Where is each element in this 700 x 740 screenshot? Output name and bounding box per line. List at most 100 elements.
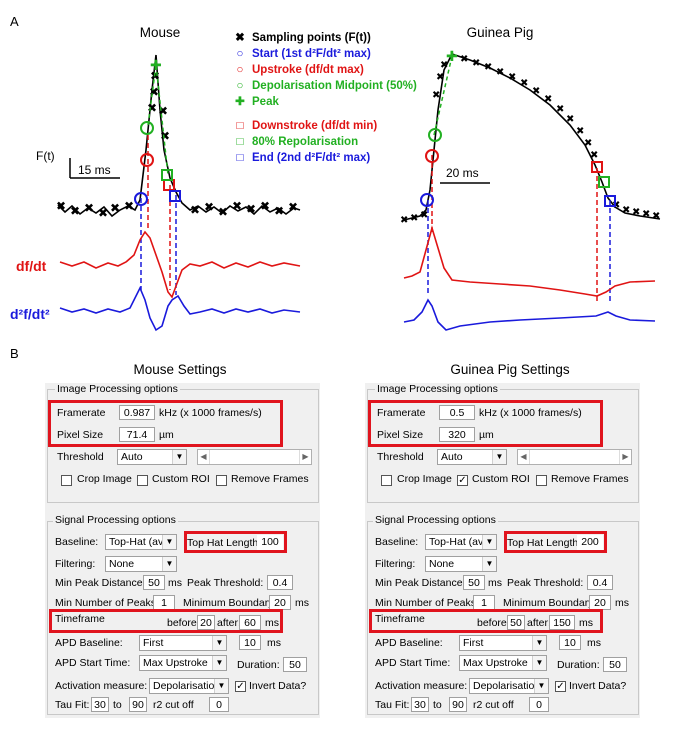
r2-cutoff-input[interactable]: 0 <box>209 697 229 712</box>
svg-text:✖: ✖ <box>420 210 428 221</box>
custom-roi-checkbox[interactable]: ✓ <box>457 475 468 486</box>
activation-measure-dropdown[interactable]: Depolarisatio... ▼ <box>149 678 229 694</box>
top-hat-input[interactable]: 100 <box>257 535 283 550</box>
threshold-slider[interactable]: ◀ ▶ <box>517 449 632 465</box>
svg-text:✖: ✖ <box>110 201 120 215</box>
chevron-down-icon: ▼ <box>534 679 548 693</box>
min-peak-distance-input[interactable]: 50 <box>143 575 165 590</box>
svg-text:✖: ✖ <box>436 72 444 83</box>
chevron-down-icon: ▼ <box>492 450 506 464</box>
apd-baseline-input[interactable]: 10 <box>559 635 581 650</box>
threshold-dropdown[interactable]: Auto ▼ <box>117 449 187 465</box>
legend-item-peak: ✚ Peak <box>235 96 279 108</box>
after-label: after: <box>217 617 241 629</box>
pixel-size-input[interactable]: 71.4 <box>119 427 155 442</box>
svg-text:✖: ✖ <box>622 205 630 216</box>
svg-text:✖: ✖ <box>584 138 592 149</box>
before-input[interactable]: 20 <box>197 615 215 630</box>
svg-text:✖: ✖ <box>400 215 408 226</box>
slider-left-icon[interactable]: ◀ <box>198 450 210 464</box>
mouse-image-group-title: Image Processing options <box>55 383 180 395</box>
gp-signal-group <box>367 521 639 715</box>
slider-right-icon[interactable]: ▶ <box>619 450 631 464</box>
top-hat-input[interactable]: 200 <box>577 535 603 550</box>
apd-start-time-dropdown[interactable]: Max Upstroke ▼ <box>139 655 227 671</box>
activation-measure-value: Depolarisatio... <box>153 680 224 692</box>
apd-start-time-dropdown[interactable]: Max Upstroke ▼ <box>459 655 547 671</box>
after-input[interactable]: 150 <box>549 615 575 630</box>
min-number-peaks-input[interactable]: 1 <box>473 595 495 610</box>
minimum-boundary-input[interactable]: 20 <box>269 595 291 610</box>
mouse-image-highlight <box>48 400 283 447</box>
before-input[interactable]: 50 <box>507 615 525 630</box>
threshold-slider[interactable]: ◀ ▶ <box>197 449 312 465</box>
framerate-unit: kHz (x 1000 frames/s) <box>159 407 262 419</box>
svg-text:✚: ✚ <box>150 58 162 74</box>
slider-right-icon[interactable]: ▶ <box>299 450 311 464</box>
mouse-settings-panel: Image Processing options Framerate 0.987… <box>45 383 320 718</box>
svg-text:✖: ✖ <box>56 199 66 213</box>
r2-cutoff-label: r2 cut off <box>473 699 514 711</box>
custom-roi-checkbox[interactable] <box>137 475 148 486</box>
svg-text:✖: ✖ <box>496 67 504 78</box>
tau-fit-from-input[interactable]: 30 <box>91 697 109 712</box>
duration-input[interactable]: 50 <box>603 657 627 672</box>
svg-text:✖: ✖ <box>432 90 440 101</box>
filtering-dropdown[interactable]: None ▼ <box>105 556 177 572</box>
tau-fit-to-input[interactable]: 90 <box>449 697 467 712</box>
svg-text:✖: ✖ <box>544 94 552 105</box>
baseline-dropdown[interactable]: Top-Hat (av... ▼ <box>425 534 497 550</box>
mouse-ft-trace <box>57 54 301 218</box>
pixel-size-input[interactable]: 320 <box>439 427 475 442</box>
after-input[interactable]: 60 <box>239 615 261 630</box>
threshold-dropdown[interactable]: Auto ▼ <box>437 449 507 465</box>
crop-image-checkbox[interactable] <box>381 475 392 486</box>
gp-image-group <box>367 389 639 503</box>
apd-baseline-input[interactable]: 10 <box>239 635 261 650</box>
crop-image-checkbox[interactable] <box>61 475 72 486</box>
ms-unit: ms <box>579 617 593 629</box>
filtering-dropdown[interactable]: None ▼ <box>425 556 497 572</box>
crop-image-label: Crop Image <box>397 473 452 485</box>
svg-text:✚: ✚ <box>446 49 458 65</box>
tau-fit-from-input[interactable]: 30 <box>411 697 429 712</box>
peak-threshold-input[interactable]: 0.4 <box>267 575 293 590</box>
svg-text:✖: ✖ <box>410 213 418 224</box>
svg-text:✖: ✖ <box>149 85 159 99</box>
remove-frames-checkbox[interactable] <box>216 475 227 486</box>
after-label: after: <box>527 617 551 629</box>
baseline-dropdown[interactable]: Top-Hat (av... ▼ <box>105 534 177 550</box>
apd-baseline-dropdown[interactable]: First ▼ <box>459 635 547 651</box>
ms-unit: ms <box>615 597 629 609</box>
tau-fit-label: Tau Fit: <box>375 699 410 711</box>
svg-text:✖: ✖ <box>612 200 620 211</box>
activation-measure-label: Activation measure: <box>55 680 148 692</box>
invert-data-checkbox[interactable]: ✓ <box>555 681 566 692</box>
legend-item-start: ○ Start (1st d²F/dt² max) <box>236 48 371 60</box>
tau-fit-to-input[interactable]: 90 <box>129 697 147 712</box>
invert-data-label: Invert Data? <box>569 680 627 692</box>
mouse-d2-trace <box>59 286 301 332</box>
filtering-value: None <box>429 558 455 570</box>
framerate-input[interactable]: 0.5 <box>439 405 475 420</box>
activation-measure-label: Activation measure: <box>375 680 468 692</box>
peak-threshold-input[interactable]: 0.4 <box>587 575 613 590</box>
framerate-input[interactable]: 0.987 <box>119 405 155 420</box>
minimum-boundary-input[interactable]: 20 <box>589 595 611 610</box>
duration-input[interactable]: 50 <box>283 657 307 672</box>
slider-left-icon[interactable]: ◀ <box>518 450 530 464</box>
timeframe-highlight <box>369 609 603 633</box>
min-number-peaks-input[interactable]: 1 <box>153 595 175 610</box>
apd-baseline-dropdown[interactable]: First ▼ <box>139 635 227 651</box>
framerate-unit: kHz (x 1000 frames/s) <box>479 407 582 419</box>
custom-roi-label: Custom ROI <box>472 473 530 485</box>
top-hat-label: Top Hat Length <box>187 537 259 549</box>
r2-cutoff-input[interactable]: 0 <box>529 697 549 712</box>
activation-measure-dropdown[interactable]: Depolarisatio... ▼ <box>469 678 549 694</box>
svg-text:✖: ✖ <box>590 150 598 161</box>
remove-frames-checkbox[interactable] <box>536 475 547 486</box>
svg-text:✖: ✖ <box>556 104 564 115</box>
min-peak-distance-input[interactable]: 50 <box>463 575 485 590</box>
chevron-down-icon: ▼ <box>214 679 228 693</box>
invert-data-checkbox[interactable]: ✓ <box>235 681 246 692</box>
